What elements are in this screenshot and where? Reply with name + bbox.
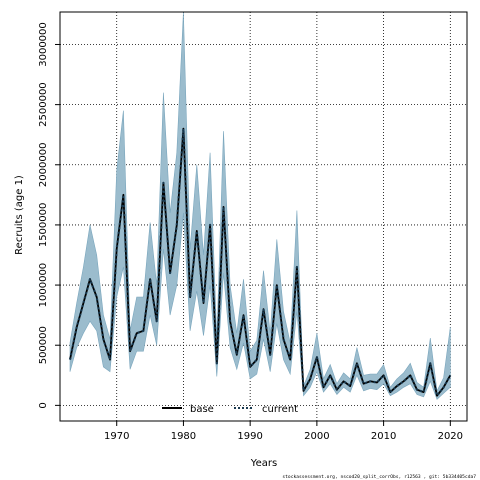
x-tick-label: 1990 [237, 431, 262, 442]
x-tick-label: 2000 [304, 431, 329, 442]
legend-base-label: base [190, 404, 214, 415]
footer-text: stockassessment.org, nscod20_split_corrO… [282, 474, 476, 480]
series-lines [68, 127, 452, 397]
y-tick-label: 0 [38, 402, 49, 408]
series-line-current [68, 127, 452, 397]
x-axis-label: Years [250, 458, 277, 469]
y-axis-label: Recruits (age 1) [14, 175, 25, 255]
legend: base current [162, 404, 298, 415]
plot-frame [59, 11, 468, 422]
x-tick-label: 1970 [104, 431, 129, 442]
y-tick-label: 1500000 [38, 203, 49, 248]
x-tick-label: 2020 [438, 431, 463, 442]
confidence-band [69, 11, 451, 400]
y-tick-label: 2500000 [38, 82, 49, 127]
y-tick-label: 3000000 [38, 22, 49, 67]
y-tick-label: 2000000 [38, 143, 49, 188]
x-tick-label: 2010 [371, 431, 396, 442]
y-tick-label: 1000000 [38, 263, 49, 308]
confidence-band-area [69, 11, 451, 400]
axes: 1970 1980 1990 2000 2010 2020 0 500000 1000000 15… [38, 22, 463, 442]
legend-current-label: current [262, 404, 298, 415]
x-tick-label: 1980 [171, 431, 196, 442]
y-tick-label: 500000 [38, 326, 49, 364]
